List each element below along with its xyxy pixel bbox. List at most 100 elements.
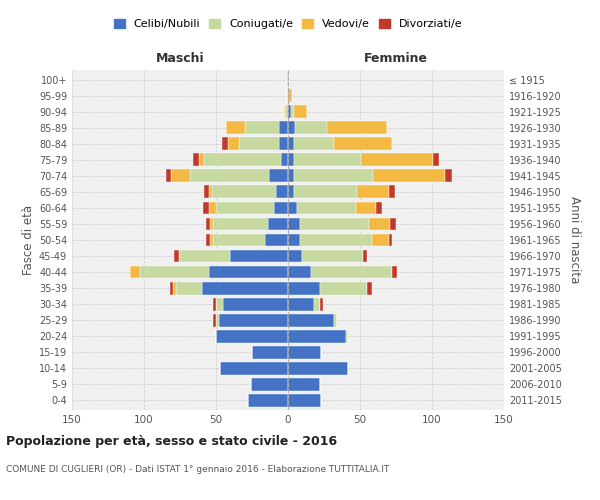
Bar: [288, 89, 292, 102]
Bar: [288, 282, 320, 294]
Bar: [216, 202, 274, 214]
Bar: [203, 202, 209, 214]
Bar: [288, 362, 349, 374]
Bar: [199, 154, 205, 166]
Bar: [299, 218, 368, 230]
Bar: [213, 234, 265, 246]
Bar: [291, 106, 294, 118]
Bar: [212, 186, 277, 198]
Bar: [206, 218, 210, 230]
Bar: [280, 122, 288, 134]
Legend: Celibi/Nubili, Coniugati/e, Vedovi/e, Divorziati/e: Celibi/Nubili, Coniugati/e, Vedovi/e, Di…: [109, 14, 467, 34]
Bar: [346, 330, 349, 342]
Bar: [334, 138, 392, 150]
Bar: [288, 138, 294, 150]
Bar: [172, 170, 190, 182]
Bar: [288, 73, 289, 86]
Bar: [296, 202, 356, 214]
Bar: [223, 298, 288, 310]
Bar: [220, 362, 288, 374]
Bar: [230, 250, 288, 262]
Bar: [274, 202, 288, 214]
Bar: [190, 170, 269, 182]
Bar: [320, 282, 367, 294]
Bar: [288, 330, 346, 342]
Bar: [285, 106, 287, 118]
Bar: [216, 298, 223, 310]
Y-axis label: Fasce di età: Fasce di età: [22, 205, 35, 275]
Bar: [239, 138, 280, 150]
Bar: [334, 314, 337, 326]
Bar: [389, 234, 392, 246]
Text: COMUNE DI CUGLIERI (OR) - Dati ISTAT 1° gennaio 2016 - Elaborazione TUTTITALIA.I: COMUNE DI CUGLIERI (OR) - Dati ISTAT 1° …: [6, 465, 389, 474]
Bar: [288, 250, 302, 262]
Bar: [248, 394, 288, 407]
Bar: [216, 330, 288, 342]
Bar: [179, 250, 230, 262]
Bar: [277, 186, 288, 198]
Bar: [320, 298, 323, 310]
Bar: [302, 250, 363, 262]
Bar: [269, 170, 288, 182]
Bar: [357, 186, 389, 198]
Text: Popolazione per età, sesso e stato civile - 2016: Popolazione per età, sesso e stato civil…: [6, 435, 337, 448]
Bar: [327, 122, 388, 134]
Bar: [287, 106, 288, 118]
Bar: [226, 122, 245, 134]
Bar: [295, 122, 327, 134]
Bar: [288, 106, 291, 118]
Bar: [281, 154, 288, 166]
Bar: [205, 186, 209, 198]
Bar: [209, 202, 216, 214]
Y-axis label: Anni di nascita: Anni di nascita: [568, 196, 581, 284]
Bar: [176, 282, 202, 294]
Bar: [219, 314, 288, 326]
Bar: [202, 282, 288, 294]
Bar: [245, 122, 280, 134]
Bar: [294, 186, 357, 198]
Bar: [288, 378, 320, 391]
Bar: [287, 73, 288, 86]
Bar: [389, 186, 395, 198]
Bar: [251, 378, 288, 391]
Bar: [287, 89, 288, 102]
Bar: [280, 138, 288, 150]
Bar: [227, 138, 239, 150]
Bar: [210, 218, 213, 230]
Text: Maschi: Maschi: [155, 52, 205, 65]
Bar: [213, 314, 216, 326]
Bar: [140, 266, 209, 278]
Bar: [222, 138, 227, 150]
Bar: [209, 266, 288, 278]
Bar: [361, 154, 433, 166]
Bar: [294, 154, 361, 166]
Bar: [371, 234, 389, 246]
Bar: [288, 346, 321, 358]
Bar: [288, 154, 294, 166]
Bar: [288, 314, 334, 326]
Bar: [193, 154, 199, 166]
Bar: [368, 218, 390, 230]
Bar: [173, 282, 176, 294]
Bar: [210, 234, 213, 246]
Bar: [206, 234, 210, 246]
Bar: [294, 138, 334, 150]
Bar: [130, 266, 140, 278]
Bar: [288, 298, 314, 310]
Bar: [294, 170, 373, 182]
Bar: [294, 106, 307, 118]
Bar: [216, 314, 219, 326]
Bar: [265, 234, 288, 246]
Bar: [433, 154, 439, 166]
Bar: [288, 266, 311, 278]
Bar: [288, 234, 299, 246]
Bar: [363, 250, 367, 262]
Bar: [356, 202, 376, 214]
Bar: [288, 170, 294, 182]
Bar: [314, 298, 320, 310]
Bar: [390, 218, 396, 230]
Bar: [392, 266, 397, 278]
Text: Femmine: Femmine: [364, 52, 428, 65]
Bar: [376, 202, 382, 214]
Bar: [367, 282, 371, 294]
